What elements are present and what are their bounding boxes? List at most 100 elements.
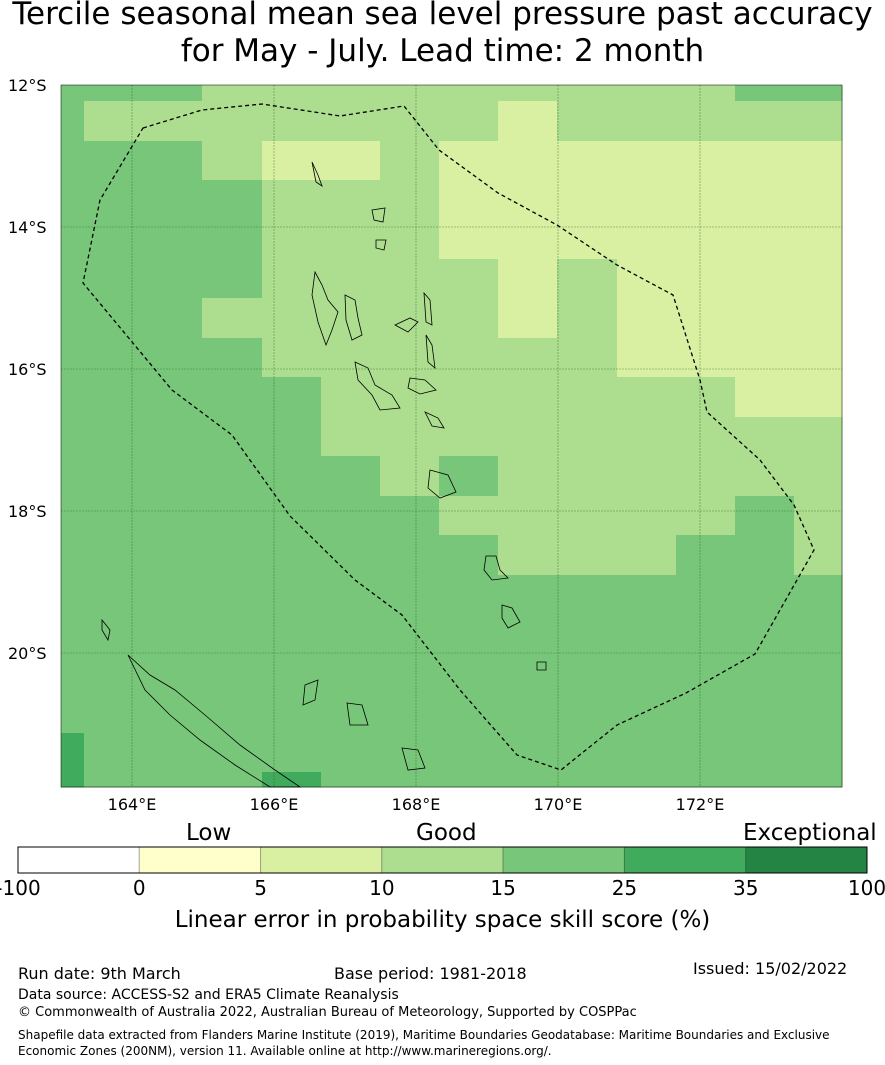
grid-cell (61, 614, 85, 655)
grid-cell (794, 220, 843, 260)
grid-cell (676, 377, 736, 418)
issued-date: Issued: 15/02/2022 (693, 959, 848, 978)
grid-cell (61, 180, 85, 221)
grid-cell (202, 220, 263, 260)
grid-cell (262, 417, 322, 457)
grid-cell (321, 180, 381, 221)
grid-cell (321, 772, 381, 788)
grid-cell (84, 298, 144, 339)
grid-cell (498, 456, 558, 497)
grid-cell (498, 654, 558, 694)
grid-cell (262, 85, 322, 102)
grid-cell (794, 180, 843, 221)
grid-cell (676, 733, 736, 773)
grid-cell (439, 693, 499, 734)
copyright: © Commonwealth of Australia 2022, Austra… (18, 1005, 637, 1020)
grid-cell (380, 338, 440, 378)
grid-cell (61, 733, 85, 773)
colorbar-label: Linear error in probability space skill … (174, 907, 711, 933)
colorbar-tick: 100 (847, 876, 885, 900)
legend-category-exceptional: Exceptional (743, 820, 877, 846)
grid-cell (262, 259, 322, 299)
grid-cell (735, 298, 795, 339)
grid-cell (794, 733, 843, 773)
grid-cell (498, 733, 558, 773)
grid-cell (61, 535, 85, 576)
grid-cell (439, 101, 499, 142)
eez-boundary (82, 103, 815, 771)
colorbar (17, 846, 868, 874)
grid-cell (498, 298, 558, 339)
grid-cell (143, 417, 203, 457)
grid-cell (498, 496, 558, 536)
colorbar-bin (745, 846, 868, 874)
map-frame (60, 84, 843, 788)
grid-cell (676, 220, 736, 260)
grid-cell (321, 85, 381, 102)
grid-cell (84, 575, 144, 615)
grid-cell (202, 85, 263, 102)
grid-cell (262, 377, 322, 418)
islands (101, 161, 547, 788)
grid-cell (735, 338, 795, 378)
grid-cell (380, 141, 440, 181)
grid-cell (84, 772, 144, 788)
grid-cell (321, 377, 381, 418)
grid-cell (84, 693, 144, 734)
grid-cell (61, 259, 85, 299)
grid-cell (84, 614, 144, 655)
lon-label: 164°E (107, 795, 157, 814)
grid-cell (262, 614, 322, 655)
grid-cell (557, 220, 618, 260)
grid-cell (262, 101, 322, 142)
grid-cell (498, 693, 558, 734)
grid-cell (61, 772, 85, 788)
colorbar-tick: 0 (132, 876, 146, 900)
grid-cell (380, 693, 440, 734)
grid-cell (617, 614, 677, 655)
grid-cell (84, 259, 144, 299)
grid-cell (498, 614, 558, 655)
grid-cell (321, 733, 381, 773)
grid-cell (735, 654, 795, 694)
grid-cell (794, 298, 843, 339)
grid-cell (676, 614, 736, 655)
grid-cell (794, 101, 843, 142)
grid-cell (380, 654, 440, 694)
grid-cell (557, 298, 618, 339)
grid-cell (84, 535, 144, 576)
grid-cell (143, 220, 203, 260)
grid-cell (735, 417, 795, 457)
skill-grid (61, 85, 843, 788)
base-period: Base period: 1981-2018 (334, 964, 527, 983)
grid-cell (557, 654, 618, 694)
grid-cell (321, 456, 381, 497)
grid-cell (439, 733, 499, 773)
grid-cell (617, 180, 677, 221)
grid-cell (617, 85, 677, 102)
grid-cell (439, 496, 499, 536)
grid-cell (380, 377, 440, 418)
lat-label: 12°S (8, 76, 47, 95)
grid-cell (794, 85, 843, 102)
grid-cell (321, 101, 381, 142)
grid-cell (794, 654, 843, 694)
grid-cell (617, 456, 677, 497)
grid-cell (262, 693, 322, 734)
grid-cell (439, 654, 499, 694)
grid-cell (84, 733, 144, 773)
grid-cell (380, 614, 440, 655)
grid-cell (84, 338, 144, 378)
grid-cell (676, 259, 736, 299)
grid-cell (617, 496, 677, 536)
grid-cell (61, 101, 85, 142)
run-date: Run date: 9th March (18, 964, 181, 983)
grid-cell (557, 101, 618, 142)
grid-cell (794, 575, 843, 615)
grid-cell (321, 417, 381, 457)
grid-cell (439, 141, 499, 181)
grid-cell (143, 456, 203, 497)
map (60, 84, 843, 788)
grid-cell (439, 456, 499, 497)
grid-cell (202, 575, 263, 615)
